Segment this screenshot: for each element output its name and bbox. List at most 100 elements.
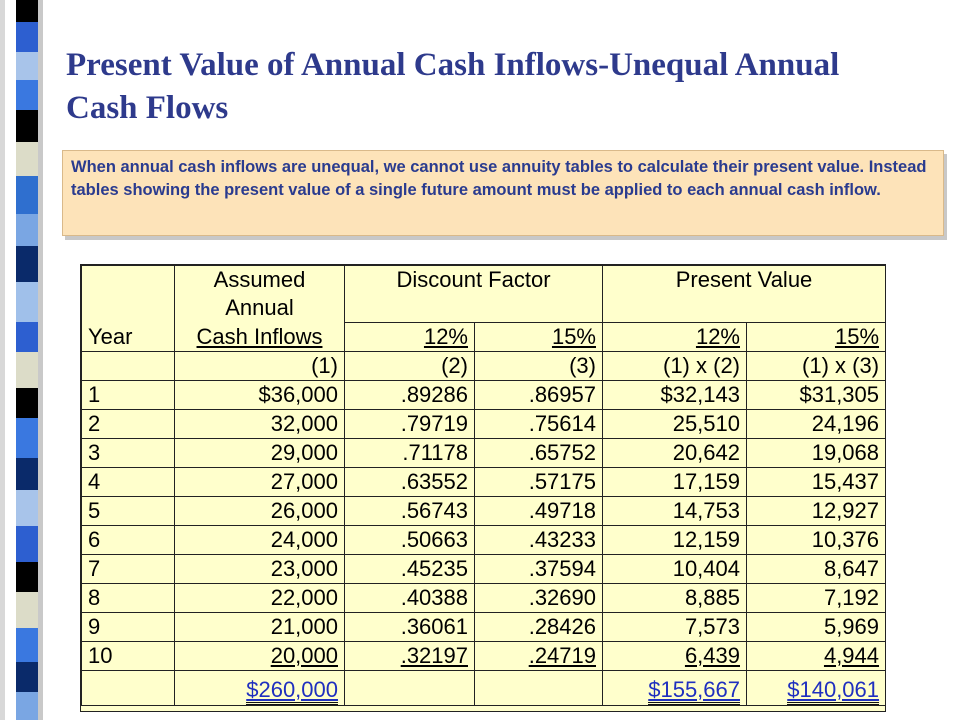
header-year: Year: [81, 322, 175, 352]
page-title: Present Value of Annual Cash Inflows-Une…: [66, 44, 936, 130]
table-row: 8 22,000.40388.32690 8,885 7,192: [81, 583, 887, 613]
cell-year: 4: [81, 467, 175, 497]
strip-block: [16, 52, 38, 80]
header-ref-df15: (3): [474, 351, 603, 381]
cell-pv15: 7,192: [745, 583, 887, 613]
header-row-ref: (1) (2) (3) (1) x (2) (1) x (3): [81, 351, 887, 381]
cell-year: 5: [81, 496, 175, 526]
strip-block: [16, 628, 38, 662]
header-cell-empty: [81, 265, 175, 323]
cell-df12: .79719: [344, 409, 475, 439]
cell-df15: .43233: [474, 525, 603, 555]
cell-df12: .32197: [344, 641, 475, 671]
strip-block: [16, 592, 38, 628]
cell-pv15-value: 4,944: [823, 643, 880, 668]
strip-block: [16, 388, 38, 418]
cell-pv15: 15,437: [745, 467, 887, 497]
total-present-value-15[interactable]: $140,061: [787, 677, 880, 705]
total-present-value-12[interactable]: $155,667: [648, 677, 740, 705]
cell-cash: 32,000: [174, 409, 345, 439]
cell-pv12-value: 6,439: [684, 643, 740, 668]
cell-df15: .32690: [474, 583, 603, 613]
header-pv-12-label: 12%: [695, 324, 740, 349]
title-line-2: Cash Flows: [66, 90, 229, 126]
header-ref-cash: (1): [174, 351, 345, 381]
totals-empty: [81, 670, 175, 706]
cell-df15: .37594: [474, 554, 603, 584]
cell-df12: .89286: [344, 380, 475, 410]
present-value-table: Assumed Annual Discount Factor Present V…: [80, 264, 887, 712]
cell-year: 10: [81, 641, 175, 671]
strip-block: [16, 22, 38, 52]
header-label: Assumed Annual: [213, 267, 306, 320]
cell-pv15: 19,068: [745, 438, 887, 468]
cell-cash: 23,000: [174, 554, 345, 584]
table-row: 9 21,000.36061.28426 7,573 5,969: [81, 612, 887, 642]
cell-cash: 29,000: [174, 438, 345, 468]
strip-shadow: [38, 0, 43, 720]
strip-block: [16, 80, 38, 110]
table-row: 2 32,000.79719.75614 25,510 24,196: [81, 409, 887, 439]
cell-df15-value: .24719: [528, 643, 596, 668]
strip-block: [16, 322, 38, 352]
title-line-1: Present Value of Annual Cash Inflows-Une…: [66, 47, 840, 83]
strip-block: [16, 176, 38, 214]
total-pv15-cell: $140,061: [745, 670, 887, 706]
strip-block: [16, 214, 38, 246]
strip-block: [16, 110, 38, 142]
table-body: 1 $36,000.89286.86957 $32,143 $31,305 2 32,00…: [81, 380, 887, 671]
explanation-note: When annual cash inflows are unequal, we…: [62, 150, 944, 236]
cell-cash: 21,000: [174, 612, 345, 642]
table-row: 4 27,000.63552.57175 17,159 15,437: [81, 467, 887, 497]
cell-cash: 24,000: [174, 525, 345, 555]
cell-pv15: 5,969: [745, 612, 887, 642]
cell-pv12: 25,510: [602, 409, 747, 439]
cell-df15: .57175: [474, 467, 603, 497]
cell-pv15: 10,376: [745, 525, 887, 555]
decorative-side-strip: [0, 0, 44, 720]
table-row: 3 29,000.71178.65752 20,642 19,068: [81, 438, 887, 468]
cell-pv15: $31,305: [745, 380, 887, 410]
header-df-12-label: 12%: [423, 324, 468, 349]
header-df-15-label: 15%: [551, 324, 596, 349]
table-row: 6 24,000.50663.43233 12,159 10,376: [81, 525, 887, 555]
totals-empty: [474, 670, 603, 706]
total-cash-cell: $260,000: [174, 670, 345, 706]
strip-block: [16, 282, 38, 322]
cell-df12: .40388: [344, 583, 475, 613]
header-pv-15-label: 15%: [834, 324, 880, 349]
cell-cash-value: 20,000: [270, 643, 338, 668]
header-present-value: Present Value: [601, 265, 887, 323]
table-row: 5 26,000.56743.49718 14,753 12,927: [81, 496, 887, 526]
cell-pv12: 10,404: [602, 554, 747, 584]
table-row: 7 23,000.45235.37594 10,404 8,647: [81, 554, 887, 584]
cell-pv12: 8,885: [602, 583, 747, 613]
cell-year: 7: [81, 554, 175, 584]
total-pv12-cell: $155,667: [602, 670, 747, 706]
header-ref-pv12: (1) x (2): [602, 351, 747, 381]
strip-block: [16, 562, 38, 592]
cell-df12-value: .32197: [400, 643, 468, 668]
cell-year: 8: [81, 583, 175, 613]
cell-pv15: 4,944: [745, 641, 887, 671]
cell-df15: .65752: [474, 438, 603, 468]
table-row: 10 20,000 .32197 .24719 6,439 4,944: [81, 641, 887, 671]
cell-cash: 26,000: [174, 496, 345, 526]
strip-block: [16, 0, 38, 22]
strip-block: [16, 662, 38, 692]
cell-pv12: 17,159: [602, 467, 747, 497]
totals-empty: [344, 670, 475, 706]
cell-year: 1: [81, 380, 175, 410]
header-df-12: 12%: [344, 322, 475, 352]
cell-pv12: 6,439: [602, 641, 747, 671]
header-cash-inflows: Cash Inflows: [174, 322, 345, 352]
strip-block: [16, 490, 38, 526]
cell-df12: .50663: [344, 525, 475, 555]
header-row-top: Assumed Annual Discount Factor Present V…: [81, 265, 887, 323]
header-pv-15: 15%: [745, 322, 887, 352]
cell-year: 2: [81, 409, 175, 439]
cell-df12: .63552: [344, 467, 475, 497]
total-cash-inflows[interactable]: $260,000: [246, 677, 338, 705]
cell-df15: .24719: [474, 641, 603, 671]
cell-cash: 20,000: [174, 641, 345, 671]
